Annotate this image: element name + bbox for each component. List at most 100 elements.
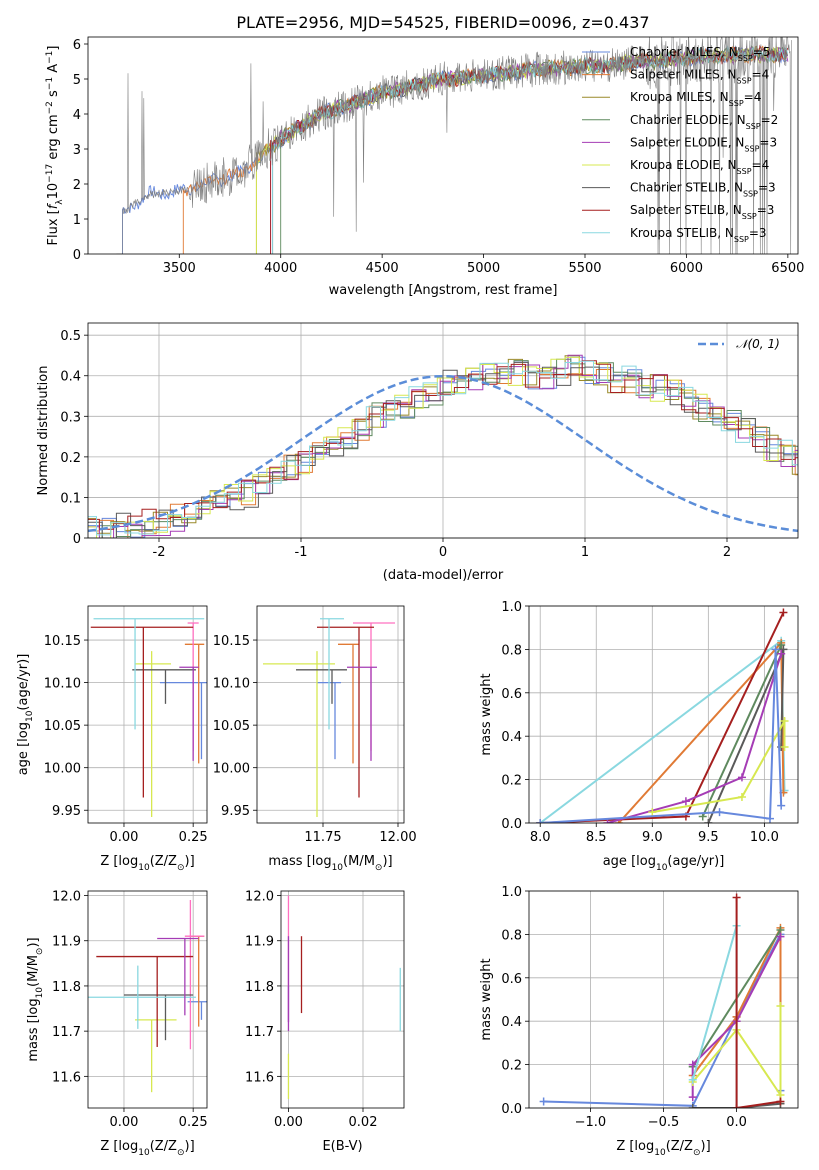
residuals-xtick-label-2: 0 — [439, 545, 447, 560]
weight-vs-Z-series-3-marker-1 — [688, 1060, 697, 1069]
spectrum-ytick-label-4: 4 — [73, 108, 81, 123]
weight-vs-age-series-6-marker-1 — [737, 792, 746, 801]
age-vs-mass-x-axis-label-part: )] — [382, 854, 392, 869]
weight-vs-Z-series-0 — [543, 933, 782, 1107]
weight-vs-Z-series-7-marker-1 — [732, 1104, 741, 1108]
age-vs-Z-y-axis-label: age [log10(age/yr)] — [16, 654, 35, 776]
age-vs-Z-x-axis-label-part: 10 — [138, 863, 150, 873]
weight-vs-age-ytick-label-5: 1.0 — [501, 600, 522, 615]
mass-vs-Z-ytick-label-4: 12.0 — [52, 890, 81, 905]
legend-entry-3: Chabrier ELODIE, NSSP=2 — [630, 113, 778, 131]
mass-vs-Z-x-axis-label-part: ⊙ — [177, 1148, 185, 1158]
age-vs-Z-x-axis-label-part: (Z/Z — [150, 854, 177, 869]
weight-vs-age-series-2-marker-1 — [777, 641, 786, 650]
legend-entry-sub: SSP — [746, 121, 761, 130]
age-vs-Z-ytick-label-3: 10.10 — [44, 677, 81, 692]
legend-entry-text: Salpeter ELODIE, N — [630, 135, 744, 149]
spectrum-ytick-label-1: 1 — [73, 213, 81, 228]
mass-vs-Z-plot-area — [88, 900, 207, 1093]
histogram-series-0 — [88, 356, 798, 538]
spectrum-y-axis-label-part: f — [46, 202, 61, 209]
legend-entry-sub: SSP — [738, 54, 753, 63]
legend-entry-sub: SSP — [737, 76, 752, 85]
spectrum-frame — [87, 36, 799, 255]
weight-vs-age-y-axis-label: mass weight — [479, 673, 494, 755]
weight-vs-age-series-6-marker-2 — [780, 717, 789, 726]
age-vs-Z-ytick-label-2: 10.05 — [44, 719, 81, 734]
mass-vs-Z-x-axis-label-part: (Z/Z — [150, 1139, 177, 1154]
spectrum-xtick-label-6: 6500 — [771, 261, 804, 276]
legend-entry-suffix: =3 — [758, 181, 776, 195]
chart-title: PLATE=2956, MJD=54525, FIBERID=0096, z=0… — [236, 13, 649, 32]
legend-entry-text: Chabrier MILES, N — [630, 45, 738, 59]
age-vs-Z-plot-area — [90, 618, 207, 818]
legend-entry-sub: SSP — [737, 167, 752, 176]
age-vs-mass-x-axis-label-part: ⊙ — [375, 863, 383, 873]
weight-vs-Z-y-axis-label: mass weight — [479, 958, 494, 1040]
weight-vs-Z-x-axis-label-part: (Z/Z — [666, 1139, 693, 1154]
legend-entry-text: Kroupa STELIB, N — [630, 226, 734, 240]
weight-vs-Z-x-axis-label-part: 10 — [654, 1148, 666, 1158]
spectrum-xtick-label-0: 3500 — [163, 261, 196, 276]
legend-entry-text: Kroupa ELODIE, N — [630, 158, 737, 172]
weight-vs-Z-series-4 — [691, 1006, 782, 1099]
histogram-series-6 — [88, 361, 798, 538]
age-vs-mass-plot-area — [263, 618, 395, 818]
residuals-ytick-label-0: 0 — [73, 532, 81, 547]
observed-spectrum-line — [116, 37, 793, 254]
legend-entry-sub: SSP — [743, 189, 758, 198]
legend-entry-8: Kroupa STELIB, NSSP=3 — [630, 226, 767, 244]
mass-vs-Z-y-axis-label: mass [log10(M/M⊙)] — [26, 937, 45, 1061]
weight-vs-age-series-1 — [617, 640, 785, 823]
mass-vs-EBV-ytick-label-2: 11.8 — [245, 980, 274, 995]
residuals-ytick-label-3: 0.3 — [60, 410, 81, 425]
age-vs-mass-x-axis-label-part: (M/M — [343, 854, 375, 869]
legend-entry-suffix: =3 — [759, 135, 777, 149]
residuals-y-axis-label: Normed distribution — [36, 366, 51, 496]
weight-vs-age-x-axis-label-part: age [log — [603, 854, 656, 869]
weight-vs-Z-x-axis-label-part: Z [log — [616, 1139, 654, 1154]
spectrum-y-axis-label-part: −2 — [45, 101, 55, 114]
weight-vs-Z-xtick-label-2: 0.0 — [726, 1115, 747, 1130]
age-vs-Z-frame — [87, 605, 208, 824]
weight-vs-Z-plot-area — [539, 893, 785, 1108]
spectrum-y-axis-label-part: −17 — [45, 164, 55, 183]
legend-entry-suffix: =4 — [744, 90, 762, 104]
histogram-series-3 — [88, 358, 798, 538]
mass-vs-Z-ytick-label-1: 11.7 — [52, 1025, 81, 1040]
histogram-series-7 — [88, 360, 798, 530]
spectrum-y-axis-label-part: ] — [46, 46, 61, 51]
legend-entry-6: Chabrier STELIB, NSSP=3 — [630, 181, 776, 199]
legend-entry-suffix: =2 — [761, 113, 779, 127]
weight-vs-age-series-5-marker-3 — [777, 649, 786, 658]
weight-vs-Z-ytick-label-1: 0.2 — [501, 1059, 522, 1074]
weight-vs-age-series-4-marker-2 — [779, 608, 788, 617]
weight-vs-age-series-6-marker-0 — [648, 808, 657, 817]
legend-entry-2: Kroupa MILES, NSSP=4 — [630, 90, 761, 108]
gaussian-legend-label: 𝒩(0, 1) — [736, 337, 780, 351]
spectrum-y-axis-label-part: A — [46, 64, 61, 77]
spectrum-y-axis-label-part: λ — [55, 199, 65, 205]
weight-vs-age-plot-area — [536, 608, 789, 823]
age-vs-mass-ytick-label-2: 10.05 — [213, 719, 250, 734]
age-vs-mass-xtick-label-0: 11.75 — [304, 830, 341, 845]
mass-vs-EBV-ytick-label-0: 11.6 — [245, 1070, 274, 1085]
weight-vs-age-series-5-marker-0 — [603, 819, 612, 823]
spectrum-x-axis-label: wavelength [Angstrom, rest frame] — [329, 283, 558, 298]
spectrum-plot-area — [116, 37, 793, 254]
weight-vs-age-x-axis-label: age [log10(age/yr)] — [603, 854, 725, 873]
mass-vs-Z-frame — [87, 890, 208, 1109]
legend-entry-1: Salpeter MILES, NSSP=4 — [630, 68, 769, 86]
spectrum-y-axis-label: Flux [fλ10−17 erg cm−2 s−1 A−1] — [45, 46, 65, 246]
spectrum-ytick-label-3: 3 — [73, 143, 81, 158]
weight-vs-Z-series-7-marker-0 — [732, 893, 741, 902]
spectrum-y-axis-label-part: erg cm — [46, 114, 61, 163]
age-vs-Z-ytick-label-1: 10.00 — [44, 762, 81, 777]
legend-entry-suffix: =4 — [752, 158, 770, 172]
legend-entry-0: Chabrier MILES, NSSP=5 — [630, 45, 770, 63]
weight-vs-Z-xtick-label-1: −0.5 — [648, 1115, 680, 1130]
weight-vs-age-series-3-marker-1 — [779, 645, 788, 654]
histogram-series-5 — [88, 356, 798, 538]
spectrum-xtick-label-5: 6000 — [670, 261, 703, 276]
residuals-ytick-label-1: 0.1 — [60, 491, 81, 506]
